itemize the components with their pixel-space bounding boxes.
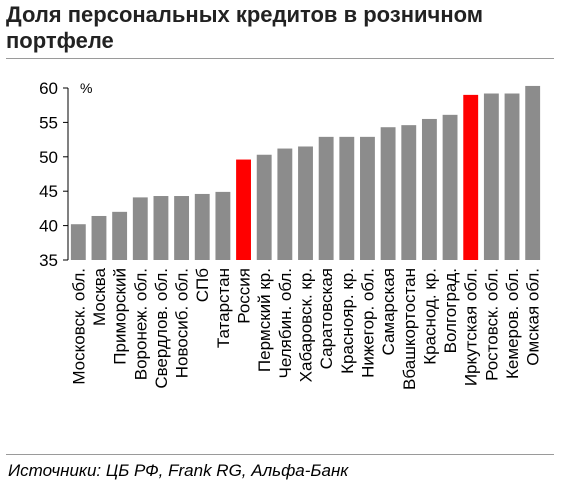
y-tick-label: 40	[39, 217, 58, 236]
bar	[318, 136, 334, 260]
x-tick-label: Приморский	[111, 268, 130, 365]
bar	[256, 154, 272, 260]
source-note: Источники: ЦБ РФ, Frank RG, Альфа-Банк	[8, 461, 349, 480]
bar	[153, 196, 169, 260]
chart-title: Доля персональных кредитов в розничном п…	[6, 2, 484, 53]
unit-label: %	[80, 80, 92, 96]
bar	[112, 211, 128, 260]
bar	[339, 136, 355, 260]
x-tick-label: Ростовск. обл.	[482, 268, 501, 381]
x-tick-label: Краснояр. кр.	[338, 268, 357, 374]
y-tick-label: 55	[39, 113, 58, 132]
y-tick-label: 45	[39, 182, 58, 201]
bar	[421, 118, 437, 261]
bar	[194, 193, 210, 260]
bar	[380, 127, 396, 260]
bar	[442, 114, 458, 260]
bar	[298, 146, 313, 260]
bar	[525, 85, 541, 260]
x-tick-label: Нижегор. обл.	[358, 268, 377, 378]
bar	[132, 197, 148, 260]
x-tick-label: Татарстан	[214, 268, 233, 348]
x-axis-labels: Московск. обл. Москва Приморский Воронеж. о…	[69, 267, 542, 389]
x-tick-label: Новосиб. обл.	[173, 268, 192, 378]
x-tick-label: Иркутская обл.	[462, 268, 481, 386]
x-tick-label: Волгоград.	[441, 268, 460, 353]
title-divider	[6, 58, 554, 59]
bar	[277, 148, 293, 260]
y-tick-label: 35	[39, 251, 58, 270]
bar	[215, 191, 231, 260]
x-tick-label: Пермский кр.	[255, 268, 274, 372]
y-tick-label: 50	[39, 148, 58, 167]
x-tick-label: Москва	[90, 267, 109, 326]
x-tick-label: Свердлов. обл.	[152, 268, 171, 389]
x-tick-label: Краснод. кр.	[420, 268, 439, 365]
x-tick-label: Воронеж. обл.	[131, 268, 150, 380]
x-tick-label: Хабаровск. кр.	[297, 268, 316, 382]
y-tick-label: 60	[39, 79, 58, 98]
bar	[70, 224, 86, 260]
x-tick-label: СПб	[193, 268, 212, 302]
bar	[401, 125, 417, 261]
x-tick-label: Саратовская	[317, 268, 336, 369]
bar-chart: 35 40 45 50 55 60 Московск. обл. Москва Приморс…	[39, 79, 543, 390]
x-tick-label: Кемеров. обл.	[503, 268, 522, 379]
x-tick-label: Вбашкортостан	[400, 268, 419, 390]
bar	[463, 94, 479, 260]
x-tick-label: Россия	[235, 268, 254, 324]
x-tick-label: Московск. обл.	[69, 268, 88, 385]
y-axis: 35 40 45 50 55 60	[39, 79, 69, 270]
x-tick-label: Самарская	[379, 268, 398, 356]
bars	[70, 85, 541, 261]
source-divider	[6, 454, 554, 455]
bar	[360, 136, 375, 260]
bar	[174, 196, 190, 260]
bar	[236, 159, 251, 260]
x-tick-label: Челябин. обл.	[276, 268, 295, 378]
bar	[91, 215, 107, 260]
bar	[483, 93, 499, 260]
x-tick-label: Омская обл.	[524, 268, 543, 366]
bar	[504, 93, 520, 260]
